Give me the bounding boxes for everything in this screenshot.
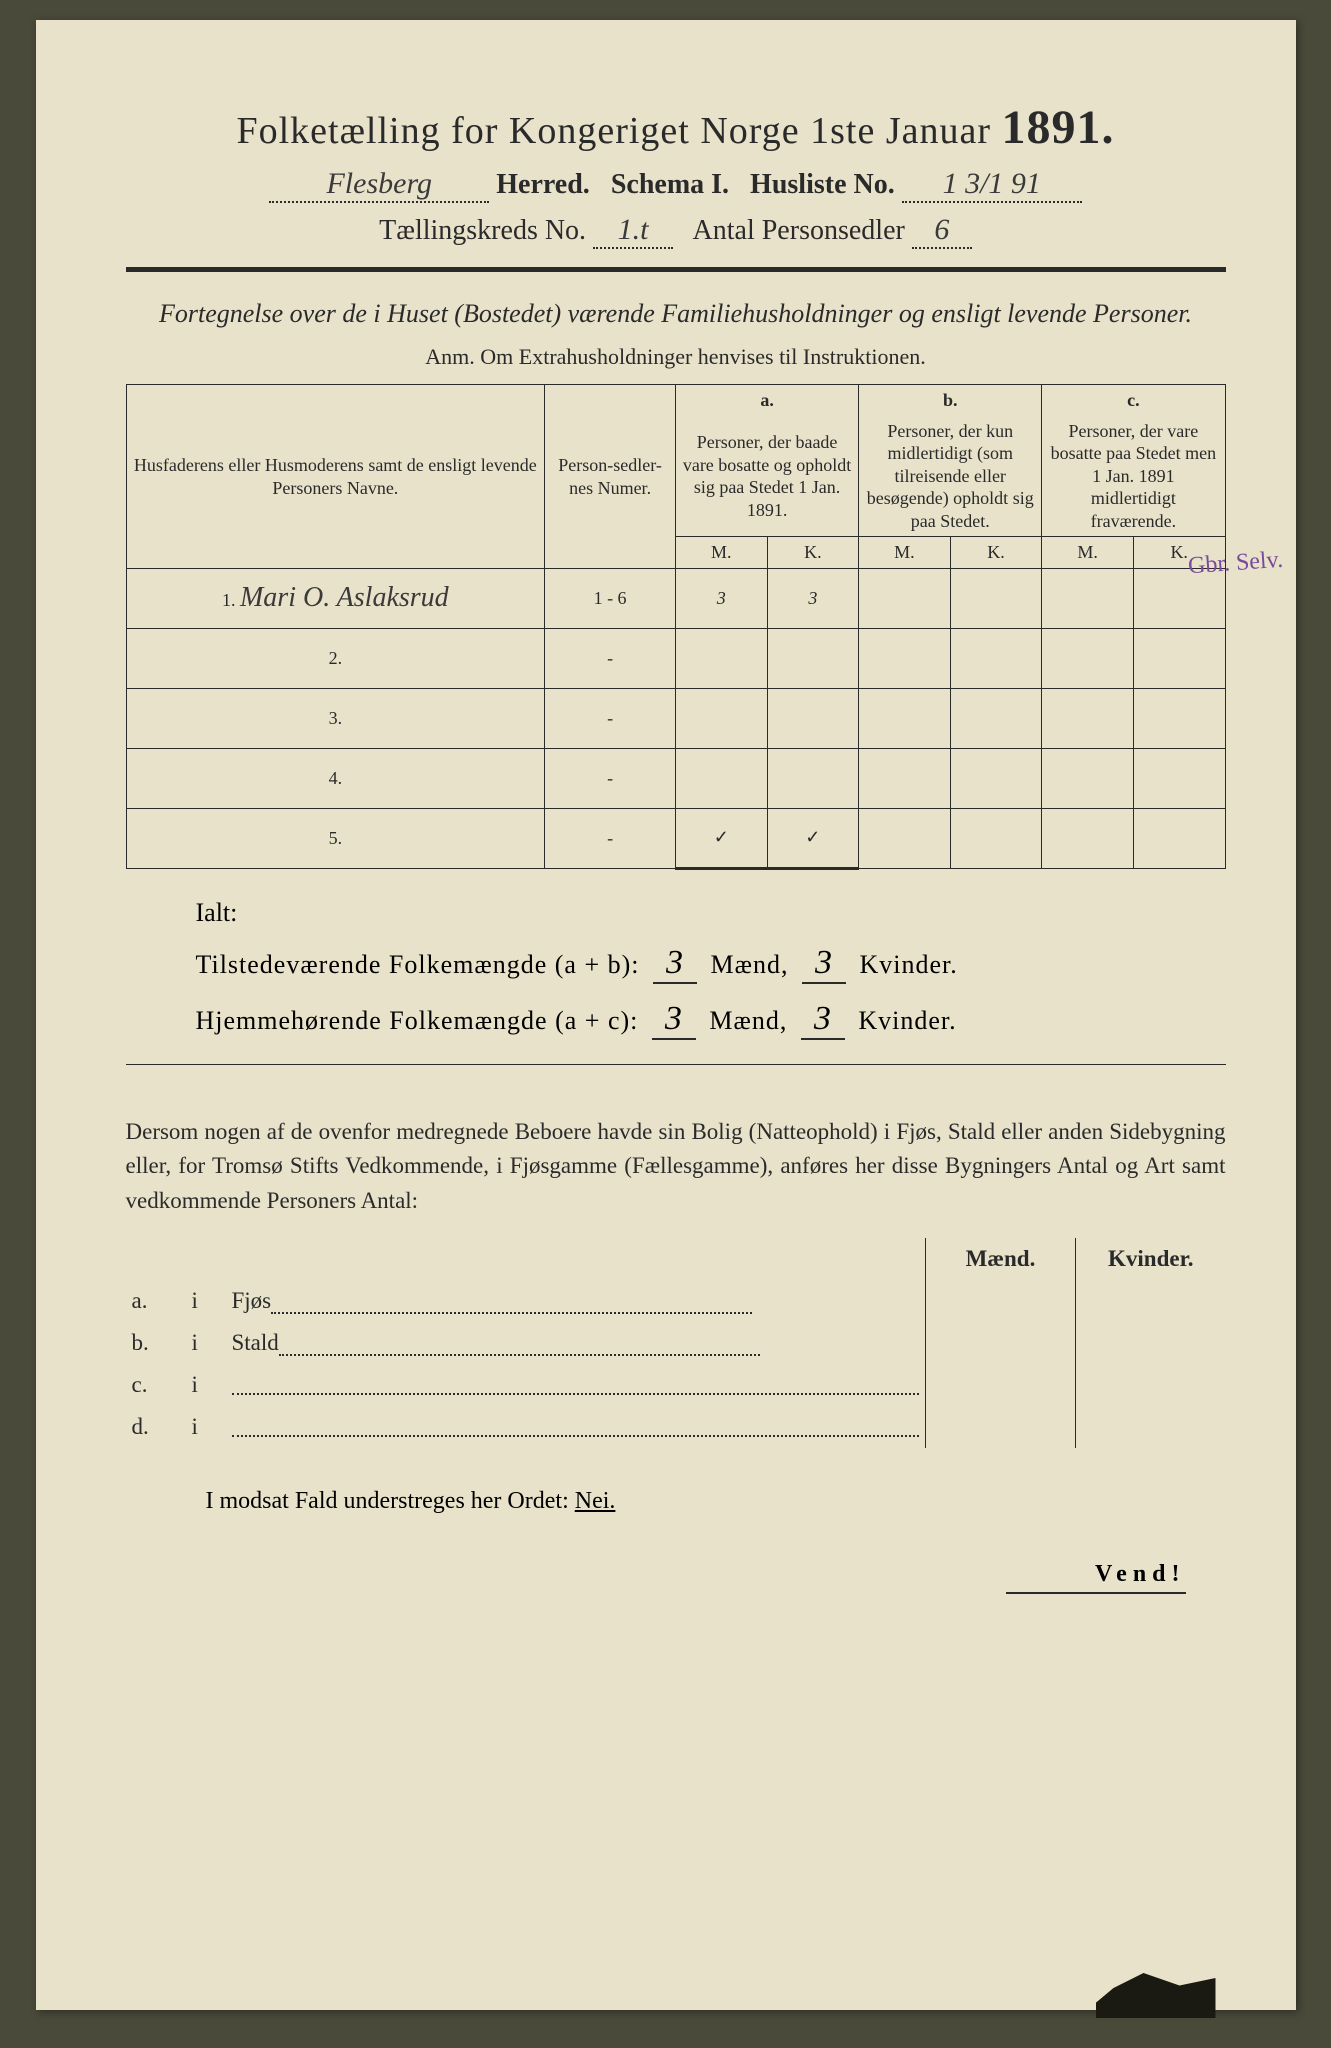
th-a-head: a.: [675, 385, 858, 416]
total-ab-k: 3: [802, 944, 846, 984]
th-a-k: K.: [767, 537, 859, 569]
margin-annotation: Gbr. Selv.: [1188, 547, 1285, 581]
th-name: Husfaderens eller Husmoderens samt de en…: [126, 385, 545, 569]
tick-am: ✓: [675, 808, 767, 868]
th-b-head: b.: [859, 385, 1042, 416]
explanatory-paragraph: Dersom nogen af de ovenfor medregnede Be…: [126, 1115, 1226, 1219]
vend-label: Vend!: [126, 1561, 1226, 1588]
row1-num: 1 - 6: [545, 568, 676, 628]
anm-note: Anm. Om Extrahusholdninger henvises til …: [126, 344, 1226, 370]
th-num: Person-sedler-nes Numer.: [545, 385, 676, 569]
row1-bm: [859, 568, 951, 628]
row1-am: 3: [675, 568, 767, 628]
row1-bk: [950, 568, 1042, 628]
total-ac-m: 3: [652, 1000, 696, 1040]
building-row: c. i: [126, 1364, 1226, 1406]
vend-rule: [1006, 1592, 1186, 1594]
table-row: 3. -: [126, 688, 1225, 748]
th-c: Personer, der vare bosatte paa Stedet me…: [1042, 416, 1225, 537]
totals-line-2: Hjemmehørende Folkemængde (a + c): 3 Mæn…: [196, 1000, 1226, 1040]
divider-thin: [126, 1064, 1226, 1065]
herred-value: Flesberg: [269, 167, 489, 203]
header-line-3: Tællingskreds No. 1.t Antal Personsedler…: [126, 213, 1226, 249]
th-a: Personer, der baade vare bosatte og opho…: [675, 416, 858, 537]
totals-line-1: Tilstedeværende Folkemængde (a + b): 3 M…: [196, 944, 1226, 984]
herred-label: Herred.: [496, 169, 590, 200]
household-table: Husfaderens eller Husmoderens samt de en…: [126, 384, 1226, 870]
building-row: b. i Stald: [126, 1322, 1226, 1364]
th-c-m: M.: [1042, 537, 1134, 569]
subtitle: Fortegnelse over de i Huset (Bostedet) v…: [126, 296, 1226, 332]
building-row: a. i Fjøs: [126, 1280, 1226, 1322]
bth-kvinder: Kvinder.: [1076, 1238, 1226, 1280]
bth-maend: Mænd.: [926, 1238, 1076, 1280]
th-b: Personer, der kun midlertidigt (som tilr…: [859, 416, 1042, 537]
row1-name: Mari O. Aslaksrud: [240, 582, 449, 613]
th-a-m: M.: [675, 537, 767, 569]
building-table: Mænd. Kvinder. a. i Fjøs b. i Stald c. i…: [126, 1238, 1226, 1448]
census-form-page: Folketælling for Kongeriget Norge 1ste J…: [36, 20, 1296, 2010]
antal-value: 6: [912, 213, 972, 249]
ialt-label: Ialt:: [196, 898, 1226, 928]
schema-label: Schema I.: [611, 169, 729, 200]
th-c-head: c.: [1042, 385, 1225, 416]
total-ab-m: 3: [653, 944, 697, 984]
total-ac-k: 3: [801, 1000, 845, 1040]
tick-ak: ✓: [767, 808, 859, 868]
kreds-label: Tællingskreds No.: [379, 215, 586, 246]
table-row: 1. Mari O. Aslaksrud 1 - 6 3 3: [126, 568, 1225, 628]
row1-cm: [1042, 568, 1134, 628]
nei-line: I modsat Fald understreges her Ordet: Ne…: [206, 1488, 1226, 1515]
title-main: Folketælling for Kongeriget Norge 1ste J…: [236, 110, 991, 152]
antal-label: Antal Personsedler: [693, 215, 905, 246]
title-year: 1891.: [1002, 101, 1115, 154]
husliste-value: 1 3/1 91: [902, 167, 1082, 203]
page-title: Folketælling for Kongeriget Norge 1ste J…: [126, 100, 1226, 155]
header-line-2: Flesberg Herred. Schema I. Husliste No. …: [126, 167, 1226, 203]
table-row: 4. -: [126, 748, 1225, 808]
th-b-m: M.: [859, 537, 951, 569]
building-row: d. i: [126, 1406, 1226, 1448]
husliste-label: Husliste No.: [750, 169, 895, 200]
table-row: 5. - ✓ ✓: [126, 808, 1225, 868]
page-tear: [1096, 1968, 1216, 2018]
nei-word: Nei.: [575, 1488, 616, 1514]
row1-ak: 3: [767, 568, 859, 628]
divider-thick: [126, 267, 1226, 272]
th-b-k: K.: [950, 537, 1042, 569]
table-row: 2. -: [126, 628, 1225, 688]
kreds-value: 1.t: [593, 213, 673, 249]
